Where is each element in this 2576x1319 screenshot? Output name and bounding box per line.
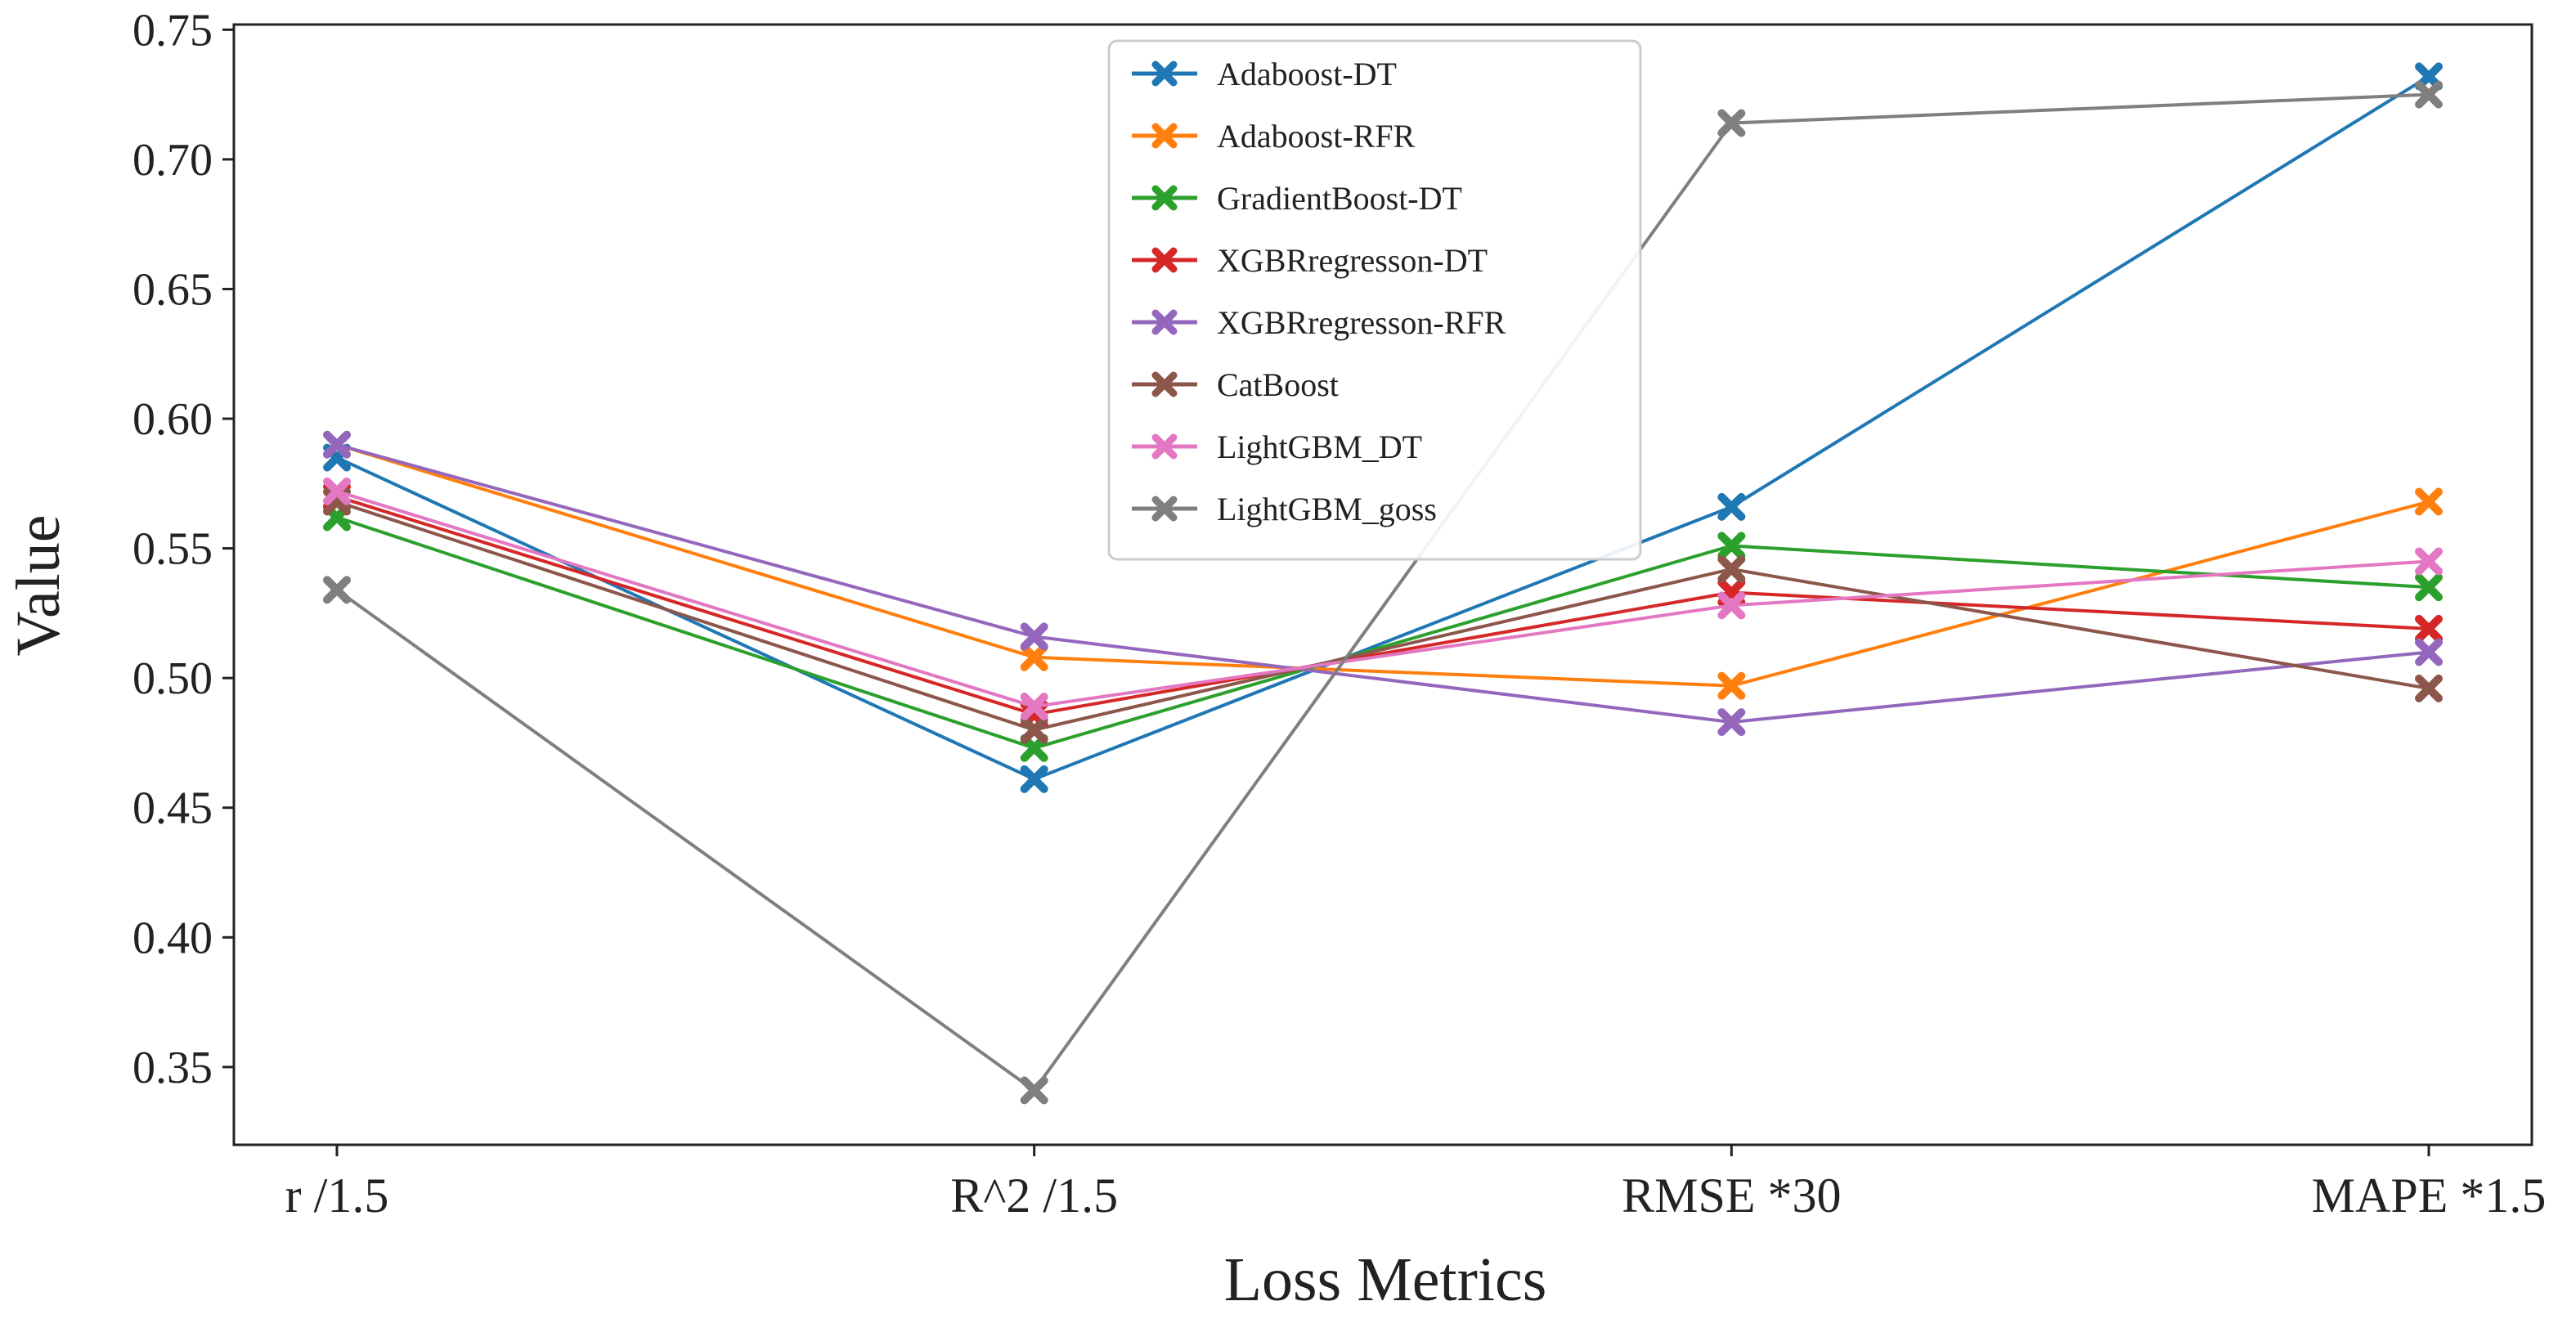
legend-label: CatBoost	[1217, 366, 1339, 403]
x-tick-label: r /1.5	[285, 1169, 389, 1223]
data-point-marker	[2415, 674, 2443, 702]
data-point-marker	[1020, 693, 1048, 721]
legend-item: CatBoost	[1132, 366, 1339, 403]
legend-label: LightGBM_goss	[1217, 491, 1437, 527]
series-xgbrregresson-rfr	[323, 430, 2443, 737]
legend-swatch-marker	[1151, 247, 1178, 273]
series-lightgbm-goss	[323, 80, 2443, 1105]
legend-label: GradientBoost-DT	[1217, 180, 1462, 217]
y-tick-label: 0.55	[132, 524, 213, 575]
data-point-marker	[2415, 638, 2443, 666]
legend-label: XGBRregresson-RFR	[1217, 304, 1506, 341]
legend-swatch-marker	[1151, 123, 1178, 149]
series-line	[335, 92, 2430, 1092]
y-tick-label: 0.60	[132, 394, 213, 445]
legend-item: XGBRregresson-RFR	[1132, 304, 1506, 341]
data-point-marker	[323, 576, 351, 604]
legend-item: Adaboost-RFR	[1132, 118, 1416, 155]
x-tick-label: MAPE *1.5	[2312, 1169, 2547, 1223]
legend-label: Adaboost-DT	[1217, 56, 1397, 92]
data-point-marker	[1020, 1076, 1048, 1105]
data-point-marker	[1717, 671, 1746, 700]
series-lightgbm-dt	[323, 477, 2443, 721]
series-line	[336, 442, 2430, 725]
series-line	[336, 500, 2430, 732]
data-point-marker	[2415, 614, 2443, 643]
y-tick-label: 0.75	[132, 5, 213, 56]
legend-item: LightGBM_goss	[1132, 491, 1437, 527]
legend-swatch-marker	[1151, 309, 1178, 335]
data-point-marker	[1717, 532, 1746, 560]
y-tick-label: 0.45	[132, 783, 213, 834]
data-point-marker	[323, 430, 351, 459]
data-point-marker	[1717, 554, 1746, 583]
x-axis-title: Loss Metrics	[1224, 1245, 1547, 1314]
legend-label: XGBRregresson-DT	[1217, 242, 1488, 279]
x-tick-label: RMSE *30	[1622, 1169, 1841, 1223]
legend-item: GradientBoost-DT	[1132, 180, 1462, 217]
series-adaboost-dt	[323, 62, 2443, 793]
data-point-marker	[2415, 80, 2443, 109]
data-point-marker	[323, 477, 351, 505]
data-point-marker	[2415, 487, 2443, 516]
legend-swatch-marker	[1151, 496, 1178, 522]
legend-item: XGBRregresson-DT	[1132, 242, 1488, 279]
data-point-marker	[1717, 708, 1746, 737]
y-axis-title: Value	[4, 514, 73, 656]
legend-swatch-marker	[1151, 185, 1178, 211]
legend-swatch-marker	[1151, 371, 1178, 397]
data-point-marker	[1020, 716, 1048, 744]
plot-frame	[232, 23, 2533, 1146]
data-point-marker	[1717, 109, 1746, 137]
legend-box	[1107, 39, 1642, 561]
series-line	[336, 495, 2430, 716]
legend-swatch-marker	[1151, 61, 1178, 87]
series-line	[336, 515, 2430, 750]
data-point-marker	[1717, 591, 1746, 620]
y-tick-label: 0.40	[132, 913, 213, 963]
y-tick-label: 0.50	[132, 653, 213, 704]
series-line	[336, 489, 2430, 709]
series-line	[336, 442, 2430, 688]
data-point-marker	[1020, 622, 1048, 651]
legend-item: LightGBM_DT	[1132, 428, 1422, 465]
y-tick-label: 0.70	[132, 135, 213, 186]
data-point-marker	[2415, 547, 2443, 576]
data-point-marker	[1020, 643, 1048, 671]
legend-swatch-marker	[1151, 433, 1178, 460]
data-point-marker	[1020, 765, 1048, 793]
data-point-marker	[2415, 573, 2443, 602]
legend-item: Adaboost-DT	[1132, 56, 1397, 92]
legend-label: LightGBM_DT	[1217, 428, 1422, 465]
series-line	[336, 74, 2430, 781]
legend-label: Adaboost-RFR	[1217, 118, 1416, 155]
y-tick-label: 0.65	[132, 264, 213, 315]
y-tick-label: 0.35	[132, 1043, 213, 1093]
x-tick-label: R^2 /1.5	[950, 1169, 1118, 1223]
data-point-marker	[1717, 492, 1746, 521]
